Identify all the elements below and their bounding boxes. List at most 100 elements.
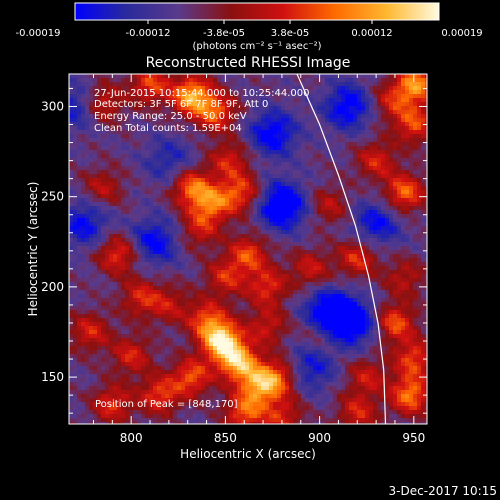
heatmap-cell <box>253 146 257 150</box>
heatmap-cell <box>305 130 309 134</box>
heatmap-cell <box>297 286 301 290</box>
heatmap-cell <box>185 286 189 290</box>
heatmap-cell <box>197 86 201 90</box>
heatmap-cell <box>321 74 325 78</box>
heatmap-cell <box>357 210 361 214</box>
heatmap-cell <box>237 198 241 202</box>
heatmap-cell <box>189 158 193 162</box>
heatmap-cell <box>205 178 209 182</box>
heatmap-cell <box>245 274 249 278</box>
heatmap-cell <box>193 146 197 150</box>
heatmap-cell <box>301 242 305 246</box>
heatmap-cell <box>357 74 361 78</box>
heatmap-cell <box>109 142 113 146</box>
heatmap-cell <box>105 74 109 78</box>
heatmap-cell <box>293 174 297 178</box>
heatmap-cell <box>373 166 377 170</box>
heatmap-cell <box>285 214 289 218</box>
heatmap-cell <box>397 274 401 278</box>
heatmap-cell <box>185 162 189 166</box>
heatmap-cell <box>101 82 105 86</box>
heatmap-cell <box>385 94 389 98</box>
heatmap-cell <box>261 266 265 270</box>
heatmap-cell <box>265 110 269 114</box>
heatmap-cell <box>73 106 77 110</box>
heatmap-cell <box>93 130 97 134</box>
heatmap-cell <box>173 134 177 138</box>
heatmap-cell <box>77 102 81 106</box>
heatmap-cell <box>373 78 377 82</box>
heatmap-cell <box>93 258 97 262</box>
heatmap-cell <box>125 266 129 270</box>
heatmap-cell <box>185 278 189 282</box>
heatmap-cell <box>229 154 233 158</box>
heatmap-cell <box>329 78 333 82</box>
heatmap-cell <box>221 134 225 138</box>
heatmap-cell <box>101 122 105 126</box>
heatmap-cell <box>177 238 181 242</box>
heatmap-cell <box>181 222 185 226</box>
heatmap-cell <box>269 258 273 262</box>
heatmap-cell <box>405 206 409 210</box>
heatmap-cell <box>165 182 169 186</box>
heatmap-cell <box>225 90 229 94</box>
heatmap-cell <box>145 234 149 238</box>
heatmap-cell <box>117 242 121 246</box>
heatmap-cell <box>157 278 161 282</box>
heatmap-cell <box>265 226 269 230</box>
heatmap-cell <box>141 218 145 222</box>
heatmap-cell <box>381 222 385 226</box>
heatmap-cell <box>233 110 237 114</box>
heatmap-cell <box>81 238 85 242</box>
heatmap-cell <box>393 274 397 278</box>
heatmap-cell <box>353 110 357 114</box>
heatmap-cell <box>245 162 249 166</box>
heatmap-cell <box>265 142 269 146</box>
heatmap-cell <box>417 270 421 274</box>
heatmap-cell <box>117 114 121 118</box>
heatmap-cell <box>345 154 349 158</box>
heatmap-cell <box>369 270 373 274</box>
heatmap-cell <box>265 266 269 270</box>
heatmap-cell <box>285 138 289 142</box>
heatmap-cell <box>133 270 137 274</box>
heatmap-cell <box>373 254 377 258</box>
heatmap-cell <box>369 202 373 206</box>
heatmap-cell <box>265 118 269 122</box>
heatmap-cell <box>81 170 85 174</box>
heatmap-cell <box>317 214 321 218</box>
heatmap-cell <box>109 294 113 298</box>
heatmap-cell <box>389 162 393 166</box>
heatmap-cell <box>237 138 241 142</box>
heatmap-cell <box>93 246 97 250</box>
heatmap-cell <box>125 278 129 282</box>
heatmap-cell <box>253 270 257 274</box>
heatmap-cell <box>233 90 237 94</box>
heatmap-cell <box>201 158 205 162</box>
heatmap-cell <box>205 190 209 194</box>
heatmap-cell <box>133 238 137 242</box>
heatmap-cell <box>365 142 369 146</box>
heatmap-cell <box>361 178 365 182</box>
heatmap-cell <box>141 138 145 142</box>
heatmap-cell <box>273 150 277 154</box>
heatmap-cell <box>425 118 427 122</box>
heatmap-cell <box>389 122 393 126</box>
heatmap-cell <box>81 286 85 290</box>
heatmap-cell <box>261 246 265 250</box>
heatmap-cell <box>293 134 297 138</box>
heatmap-cell <box>393 282 397 286</box>
heatmap-cell <box>329 146 333 150</box>
heatmap-cell <box>189 86 193 90</box>
heatmap-cell <box>249 110 253 114</box>
heatmap-cell <box>261 270 265 274</box>
heatmap-cell <box>353 94 357 98</box>
heatmap-cell <box>289 186 293 190</box>
heatmap-cell <box>109 234 113 238</box>
heatmap-cell <box>105 146 109 150</box>
heatmap-cell <box>157 294 161 298</box>
heatmap-cell <box>357 190 361 194</box>
heatmap-cell <box>361 138 365 142</box>
heatmap-cell <box>405 154 409 158</box>
heatmap-cell <box>393 246 397 250</box>
